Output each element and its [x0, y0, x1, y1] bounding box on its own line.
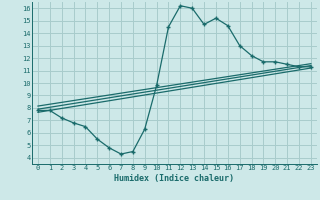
- X-axis label: Humidex (Indice chaleur): Humidex (Indice chaleur): [115, 174, 234, 183]
